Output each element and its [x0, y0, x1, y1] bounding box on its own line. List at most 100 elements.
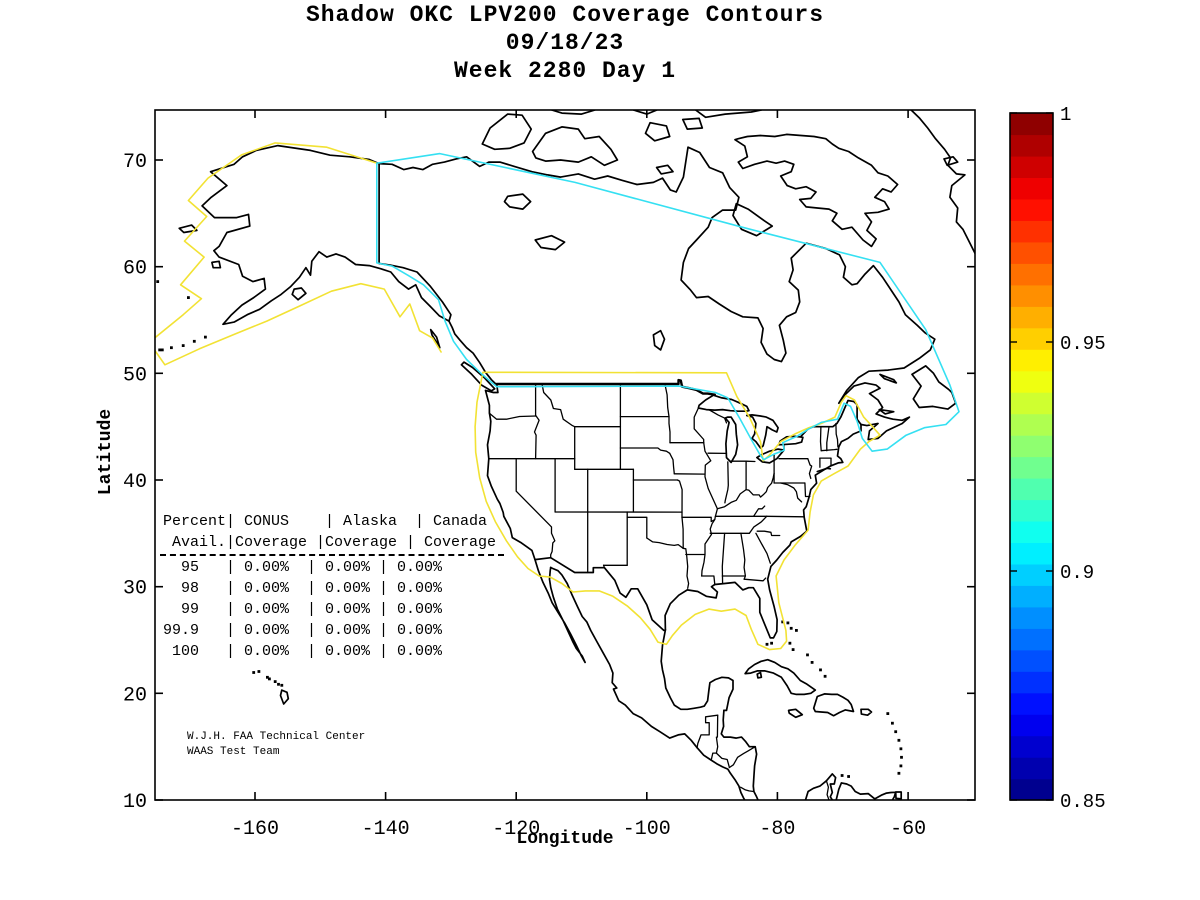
coastline-path: [894, 791, 903, 800]
island-mark: [170, 346, 173, 350]
state-line-path: [701, 575, 716, 586]
coastline-path: [910, 110, 975, 255]
island-mark: [847, 775, 850, 778]
colorbar-band: [1010, 284, 1053, 307]
figure-title: Shadow OKC LPV200 Coverage Contours 09/1…: [155, 1, 975, 85]
axes: [154, 109, 976, 801]
state-line-path: [716, 472, 775, 510]
map-island-marks: [148, 280, 903, 778]
state-line-path: [752, 505, 766, 517]
coastline-path: [835, 782, 897, 800]
x-axis-label: Longitude: [516, 829, 614, 849]
state-line-path: [780, 482, 803, 503]
colorbar-band: [1010, 735, 1053, 758]
colorbar-band: [1010, 370, 1053, 393]
coastline-path: [697, 394, 750, 413]
state-line-path: [724, 461, 729, 504]
island-mark: [268, 677, 271, 681]
tick-labels: -160 -140 -120 -100 -80 -60 70 60 50 40 30 20 10: [123, 151, 926, 841]
state-line-path: [835, 422, 839, 448]
island-mark: [158, 348, 162, 352]
island-mark: [765, 642, 769, 646]
island-mark: [823, 674, 827, 678]
coastline-path: [804, 773, 837, 800]
coastline-path: [549, 566, 698, 749]
state-line-path: [756, 530, 781, 537]
state-line-path: [488, 412, 537, 420]
x-tick-label: -140: [362, 818, 410, 841]
state-line-path: [715, 752, 731, 769]
state-line-path: [533, 415, 540, 460]
state-line-path: [681, 516, 716, 523]
colorbar-band: [1010, 499, 1053, 522]
state-line-path: [826, 426, 830, 452]
coastline-path: [291, 287, 307, 301]
state-line-path: [682, 547, 690, 589]
coastline-path: [777, 435, 804, 446]
coverage-table-rows: 95 | 0.00% | 0.00% | 0.00% 98 | 0.00% | …: [163, 559, 443, 660]
map-coastlines: [178, 110, 975, 800]
island-mark: [781, 620, 785, 624]
coverage-table-separator: [160, 554, 504, 556]
y-tick-label: 40: [123, 471, 147, 494]
state-line-path: [820, 448, 838, 452]
coastline-path: [879, 373, 898, 384]
x-tick-label: -120: [492, 818, 540, 841]
yellow-contour-path: [474, 371, 881, 651]
island-mark: [252, 671, 256, 674]
island-mark: [156, 280, 160, 283]
colorbar-band: [1010, 456, 1053, 479]
coastline-path: [484, 383, 862, 639]
state-line-path: [739, 786, 755, 793]
island-mark: [277, 682, 280, 686]
colorbar-band: [1010, 306, 1053, 329]
coastline-path: [744, 658, 817, 696]
colorbar-frame: [1009, 112, 1054, 801]
island-mark: [160, 348, 164, 352]
colorbar-band: [1010, 628, 1053, 651]
title-line-1: Shadow OKC LPV200 Coverage Contours: [305, 2, 825, 28]
island-mark: [770, 641, 773, 645]
colorbar-band: [1010, 113, 1053, 136]
island-mark: [148, 352, 151, 355]
state-line-path: [676, 479, 683, 518]
island-mark: [897, 738, 901, 742]
canada-coverage-contour: [376, 152, 960, 461]
coastline-path: [503, 193, 532, 210]
state-line-path: [626, 516, 648, 539]
map-plot-area: [148, 110, 975, 800]
colorbar-band: [1010, 241, 1053, 264]
coastline-path: [724, 416, 739, 464]
colorbar-band: [1010, 649, 1053, 672]
state-line-path: [693, 407, 705, 444]
island-mark: [204, 335, 207, 339]
coastline-path: [178, 224, 198, 234]
state-line-path: [755, 532, 771, 564]
state-line-path: [681, 516, 684, 549]
island-mark: [192, 339, 196, 343]
y-tick-label: 20: [123, 684, 147, 707]
coastline-path: [878, 408, 895, 415]
colorbar-band: [1010, 478, 1053, 501]
y-tick-label: 70: [123, 151, 147, 174]
island-mark: [789, 626, 793, 630]
coastline-path: [816, 467, 832, 473]
state-line-path: [819, 426, 822, 452]
coastline-path: [652, 329, 666, 351]
state-line-path: [541, 383, 576, 428]
state-line-path: [743, 577, 767, 582]
island-mark: [257, 670, 261, 673]
coastline-path: [211, 260, 222, 269]
colorbar-band: [1010, 435, 1053, 458]
state-line-path: [748, 515, 768, 534]
x-tick-label: -100: [623, 818, 671, 841]
state-line-path: [701, 442, 719, 577]
colorbar-band: [1010, 606, 1053, 629]
map-state-lines: [488, 383, 839, 800]
colorbar-band: [1010, 757, 1053, 780]
coastline-path: [378, 146, 936, 441]
colorbar-band: [1010, 585, 1053, 608]
colorbar-band: [1010, 198, 1053, 221]
colorbar-band: [1010, 177, 1053, 200]
credits-line-2: WAAS Test Team: [187, 746, 280, 758]
